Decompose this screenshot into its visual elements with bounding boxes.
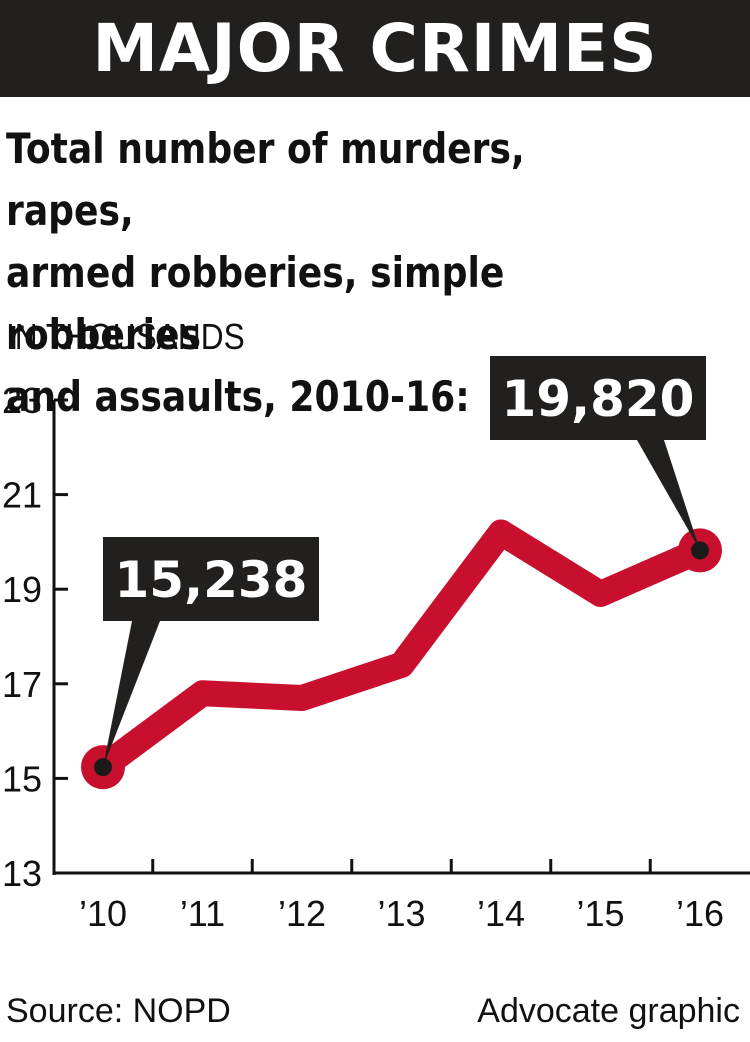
y-tick-label: 13	[2, 853, 42, 894]
y-tick-label: 19	[2, 569, 42, 610]
source-note: Source: NOPD	[6, 992, 231, 1030]
x-tick-label: ’12	[278, 893, 326, 934]
y-tick-label: 15	[2, 758, 42, 799]
unit-label: IN THOUSANDS	[6, 316, 245, 357]
credit-note: Advocate graphic	[477, 992, 740, 1030]
chart-title: MAJOR CRIMES	[92, 10, 658, 87]
endpoint-dot	[94, 758, 112, 777]
x-tick-label: ’10	[79, 893, 127, 934]
y-tick-label: 21	[2, 475, 42, 516]
data-label: 19,820	[502, 370, 695, 428]
callout-0: 15,238	[81, 537, 319, 790]
x-tick-label: ’16	[676, 893, 724, 934]
x-tick-label: ’15	[576, 893, 624, 934]
callout-box	[490, 356, 706, 440]
callout-pointer	[103, 621, 160, 768]
subtitle-line-1: Total number of murders, rapes,	[6, 124, 525, 235]
y-tick-label: 23	[2, 380, 42, 421]
callout-box	[103, 537, 319, 621]
crime-total-line	[90, 519, 713, 781]
series-layer	[90, 519, 713, 781]
callout-layer: 15,238 19,820	[81, 356, 722, 790]
y-tick-labels: 23 21 19 17 15 13	[2, 380, 42, 894]
subtitle-line-3: and assaults, 2010-16:	[6, 372, 470, 421]
data-label: 15,238	[115, 551, 308, 609]
callout-pointer	[637, 440, 700, 551]
chart-title-banner: MAJOR CRIMES	[0, 0, 750, 97]
chart-axes	[52, 398, 750, 875]
x-tick-label: ’13	[377, 893, 425, 934]
x-tick-labels: ’10 ’11 ’12 ’13 ’14 ’15 ’16	[79, 893, 724, 934]
chart-subtitle: Total number of murders, rapes, armed ro…	[6, 118, 642, 428]
x-tick-label: ’14	[477, 893, 525, 934]
x-tick-label: ’11	[180, 893, 225, 934]
callout-6: 19,820	[490, 356, 722, 573]
endpoint-dot	[691, 541, 709, 560]
y-tick-label: 17	[2, 664, 42, 705]
subtitle-line-2: armed robberies, simple robberies	[6, 248, 505, 359]
